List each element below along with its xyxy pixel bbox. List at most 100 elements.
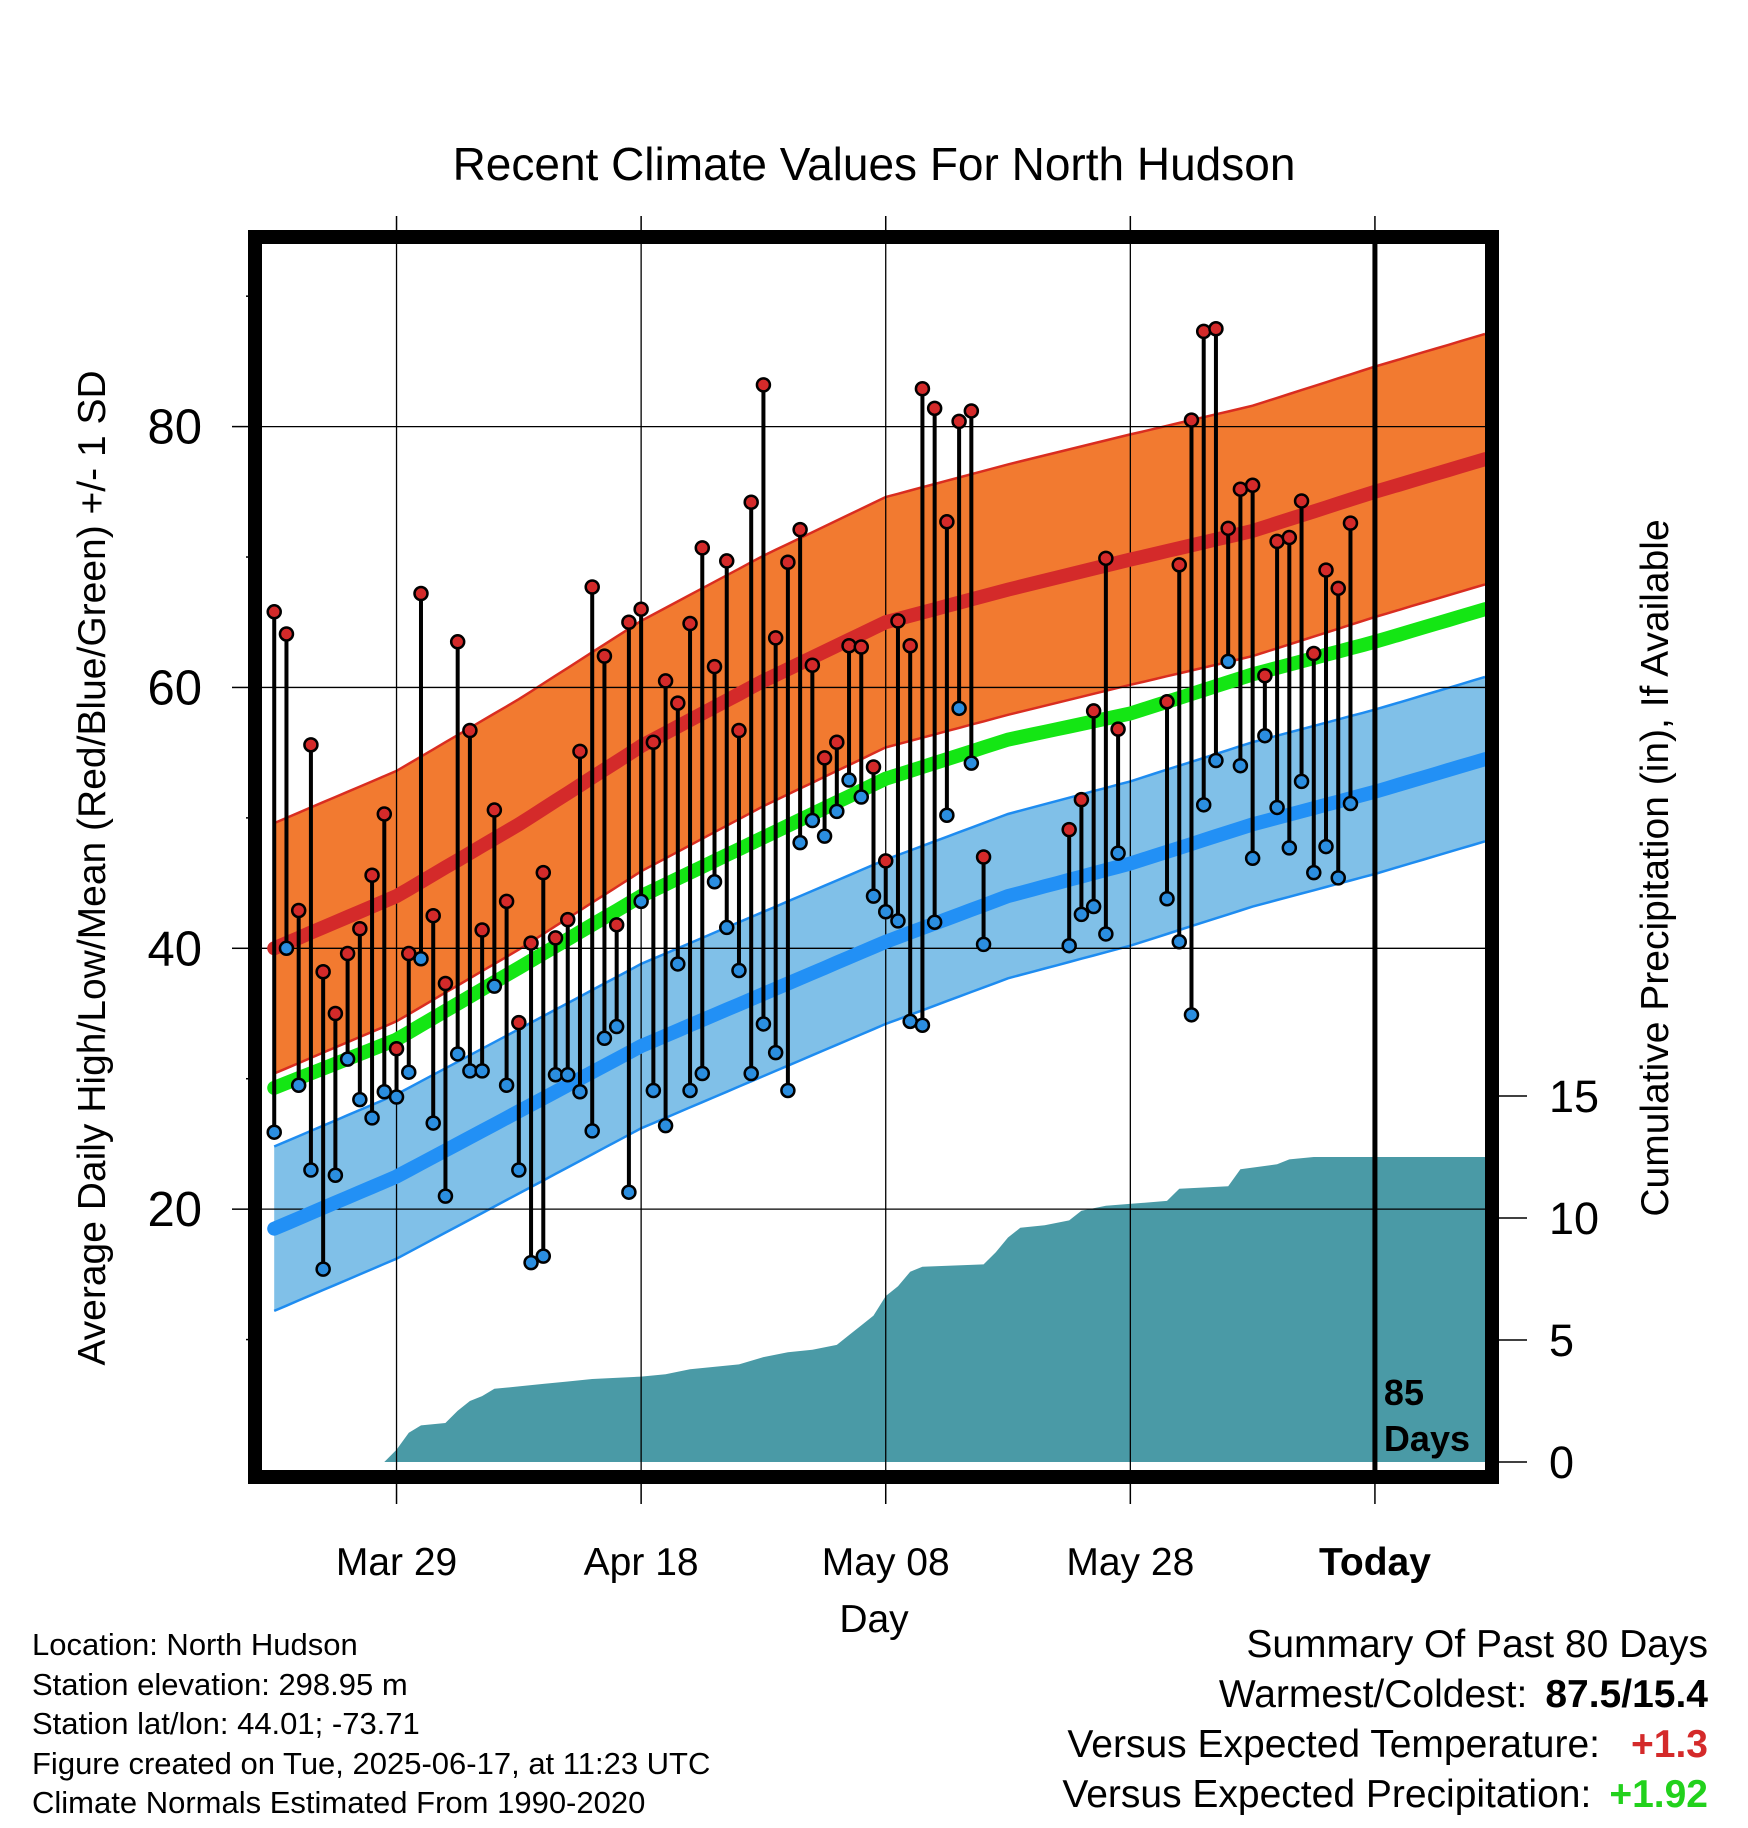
chart-title: Recent Climate Values For North Hudson bbox=[453, 138, 1296, 190]
daily-low-point bbox=[266, 1124, 282, 1140]
daily-high-point bbox=[584, 579, 600, 595]
summary-precip-row: Versus Expected Precipitation: +1.92 bbox=[1062, 1770, 1708, 1820]
x-tick-label: Today bbox=[1319, 1541, 1431, 1584]
daily-high-point bbox=[303, 737, 319, 753]
daily-high-point bbox=[1293, 493, 1310, 509]
daily-low-point bbox=[1293, 773, 1310, 790]
daily-low-point bbox=[572, 1084, 588, 1100]
summary-panel: Summary Of Past 80 Days Warmest/Coldest:… bbox=[1062, 1620, 1708, 1820]
daily-low-point bbox=[865, 888, 882, 904]
daily-high-point bbox=[645, 734, 662, 750]
y-tick-label: 80 bbox=[147, 401, 202, 455]
plot-frame bbox=[248, 230, 1499, 1484]
daily-high-point bbox=[462, 722, 478, 739]
y-tick-label: 40 bbox=[147, 922, 202, 976]
daily-low-point bbox=[718, 919, 735, 936]
daily-low-point bbox=[621, 1184, 637, 1200]
daily-high-point bbox=[266, 604, 282, 620]
daily-low-point bbox=[388, 1089, 405, 1105]
station-elevation: Station elevation: 298.95 m bbox=[32, 1666, 408, 1702]
station-latlon: Station lat/lon: 44.01; -73.71 bbox=[32, 1706, 420, 1741]
temp-value: +1.3 bbox=[1631, 1723, 1708, 1766]
daily-low-point bbox=[364, 1110, 380, 1126]
daily-low-point bbox=[657, 1117, 674, 1134]
daily-high-point bbox=[1306, 645, 1322, 662]
daily-low-point bbox=[278, 940, 295, 957]
daily-high-point bbox=[572, 743, 588, 760]
daily-high-point bbox=[547, 930, 564, 946]
daily-low-point bbox=[401, 1064, 417, 1080]
daily-high-point bbox=[339, 945, 356, 962]
daily-high-point bbox=[449, 634, 466, 650]
daily-low-point bbox=[877, 904, 894, 920]
daily-low-point bbox=[1195, 797, 1212, 813]
daily-high-point bbox=[1085, 703, 1102, 719]
daily-high-point bbox=[498, 893, 515, 910]
daily-high-point bbox=[1098, 550, 1114, 567]
daily-low-point bbox=[486, 978, 503, 994]
daily-high-point bbox=[1330, 580, 1346, 597]
daily-high-point bbox=[829, 734, 845, 750]
daily-low-point bbox=[951, 700, 967, 717]
normal-low-lower-sd-line bbox=[273, 840, 1485, 1313]
daily-high-point bbox=[657, 673, 674, 689]
daily-low-point bbox=[1281, 840, 1298, 856]
daily-low-point bbox=[474, 1063, 490, 1079]
normal-high-upper-sd-line bbox=[273, 332, 1485, 825]
daily-low-point bbox=[1257, 727, 1273, 744]
station-location: Location: North Hudson bbox=[32, 1627, 358, 1662]
daily-low-point bbox=[1318, 838, 1334, 855]
daily-high-point bbox=[437, 975, 454, 992]
y-axis-label: Average Daily High/Low/Mean (Red/Blue/Gr… bbox=[71, 370, 114, 1365]
daily-high-point bbox=[388, 1040, 405, 1057]
warmest-label: Warmest/Coldest: bbox=[1218, 1673, 1528, 1716]
daily-high-point bbox=[963, 403, 980, 419]
daily-low-point bbox=[1159, 890, 1175, 907]
daily-high-point bbox=[694, 540, 711, 556]
daily-low-point bbox=[560, 1067, 576, 1083]
daily-low-point bbox=[1098, 926, 1114, 942]
daily-low-point bbox=[425, 1115, 441, 1131]
daily-low-point bbox=[498, 1077, 515, 1093]
daily-high-point bbox=[511, 1014, 527, 1031]
daily-high-point bbox=[792, 521, 808, 538]
daily-low-point bbox=[975, 936, 992, 953]
daily-low-point bbox=[1110, 845, 1126, 861]
daily-low-point bbox=[816, 828, 833, 844]
daily-low-point bbox=[1220, 653, 1236, 670]
daily-low-point bbox=[853, 789, 870, 805]
daily-high-point bbox=[633, 601, 649, 617]
x-tick-label: Mar 29 bbox=[336, 1541, 457, 1584]
daily-low-point bbox=[829, 803, 845, 820]
daily-high-point bbox=[853, 639, 870, 655]
daily-high-point bbox=[278, 626, 295, 642]
climate-normals-note: Climate Normals Estimated From 1990-2020 bbox=[32, 1785, 646, 1820]
daily-high-point bbox=[1073, 791, 1090, 808]
daily-high-point bbox=[608, 917, 625, 933]
daily-low-point bbox=[584, 1123, 600, 1139]
daily-low-point bbox=[523, 1254, 539, 1271]
daily-low-point bbox=[645, 1082, 662, 1099]
daily-low-point bbox=[1183, 1007, 1200, 1023]
daily-high-point bbox=[425, 907, 441, 924]
daily-low-point bbox=[303, 1162, 319, 1178]
summary-temp-row: Versus Expected Temperature: +1.3 bbox=[1062, 1720, 1708, 1770]
daily-low-point bbox=[1208, 752, 1224, 769]
daily-high-point bbox=[1208, 321, 1224, 337]
daily-low-point bbox=[1356, 0, 1369, 7]
temp-label: Versus Expected Temperature: bbox=[1067, 1723, 1600, 1766]
daily-high-point bbox=[780, 554, 796, 570]
daily-high-point bbox=[1244, 477, 1261, 494]
normal-high-mean-line bbox=[267, 452, 1485, 956]
daily-high-point bbox=[486, 802, 503, 818]
precip-value: +1.92 bbox=[1609, 1773, 1708, 1816]
daily-high-point bbox=[621, 614, 637, 630]
daily-high-point bbox=[315, 964, 331, 980]
daily-high-point bbox=[596, 648, 613, 664]
daily-high-point bbox=[413, 585, 429, 602]
daily-high-point bbox=[975, 849, 992, 865]
normal-high-band bbox=[274, 334, 1485, 1074]
daily-high-point bbox=[706, 658, 723, 675]
daily-high-point bbox=[731, 722, 747, 739]
daily-high-point bbox=[865, 759, 882, 775]
